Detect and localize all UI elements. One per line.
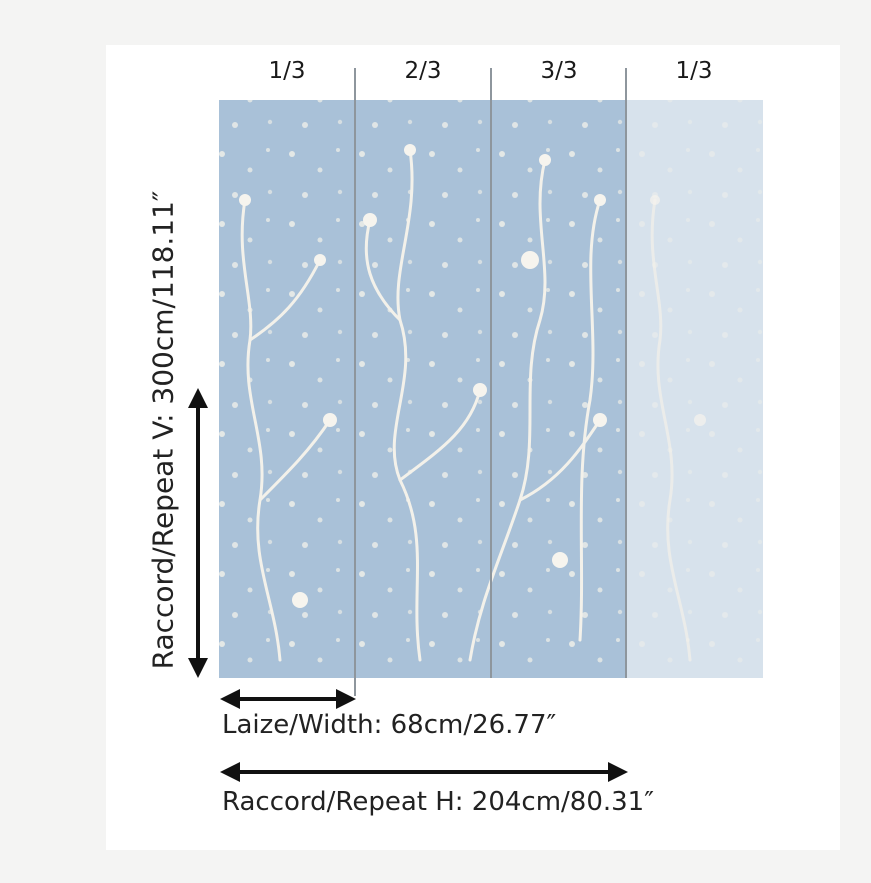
blossom-pattern — [219, 100, 626, 678]
panel-label-4: 1/3 — [675, 58, 713, 84]
tree-branches — [240, 148, 692, 662]
horizontal-repeat-label: Raccord/Repeat H: 204cm/80.31″ — [222, 787, 654, 817]
panel-label-3: 3/3 — [540, 58, 578, 84]
blossom-pattern-faded — [626, 100, 763, 678]
panel-label-2: 2/3 — [404, 58, 442, 84]
panel-label-1: 1/3 — [268, 58, 306, 84]
flower-clusters — [239, 144, 706, 608]
vertical-repeat-label: Raccord/Repeat V: 300cm/118.11″ — [146, 190, 180, 670]
width-label: Laize/Width: 68cm/26.77″ — [222, 710, 557, 740]
